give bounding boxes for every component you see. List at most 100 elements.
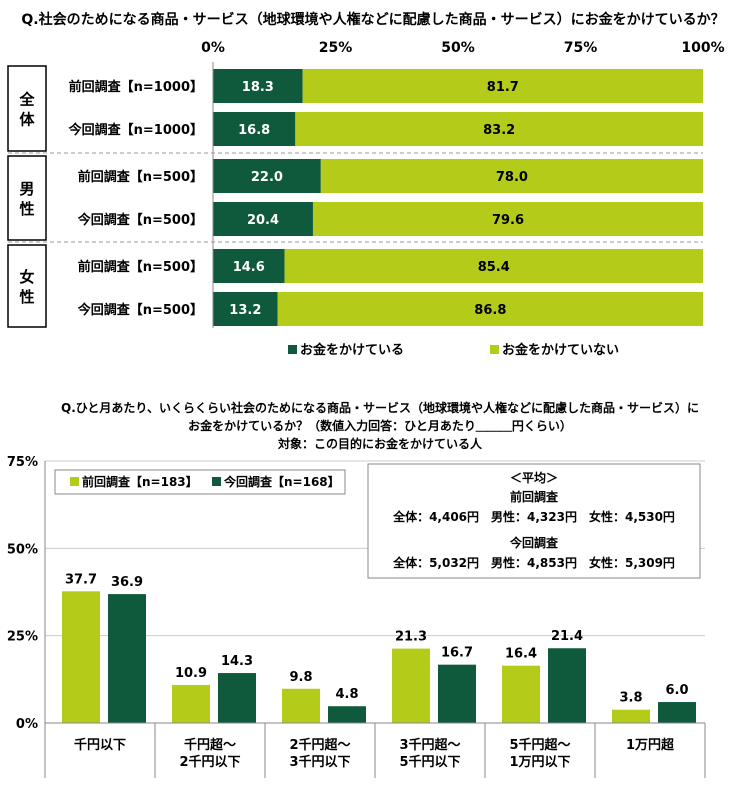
legend-box xyxy=(54,469,346,495)
x-tick-label: 0% xyxy=(201,40,225,56)
row-label: 今回調査【n=500】 xyxy=(77,302,203,318)
group-label: 男 xyxy=(19,180,34,198)
data-label: 83.2 xyxy=(483,123,515,138)
data-label: 3.8 xyxy=(619,691,642,706)
bar-segment xyxy=(320,159,703,193)
legend-swatch xyxy=(70,477,79,486)
x-tick-label: 千円超～ xyxy=(184,737,236,753)
bar xyxy=(282,688,320,723)
legend-label: 前回調査【n=183】 xyxy=(82,474,198,489)
data-label: 37.7 xyxy=(65,572,97,587)
svg-text:お金をかけているか？（数値入力回答：ひと月あたり＿＿＿円くら: お金をかけているか？（数値入力回答：ひと月あたり＿＿＿円くらい） xyxy=(188,418,572,433)
y-tick-label: 50% xyxy=(7,542,38,557)
bar-segment xyxy=(277,292,703,326)
bar-segment xyxy=(295,112,703,146)
bar xyxy=(438,664,476,723)
group-label: 性 xyxy=(19,200,34,218)
bar xyxy=(548,648,586,723)
row-label: 今回調査【n=1000】 xyxy=(68,122,203,138)
data-label: 21.3 xyxy=(395,630,427,645)
bar xyxy=(328,706,366,723)
x-tick-label: 25% xyxy=(319,40,353,56)
row-label: 前回調査【n=500】 xyxy=(78,259,203,275)
data-label: 14.6 xyxy=(233,260,265,275)
svg-text:今回調査: 今回調査 xyxy=(509,535,559,550)
data-label: 22.0 xyxy=(251,170,283,185)
data-label: 14.3 xyxy=(221,654,253,669)
bar-segment xyxy=(213,249,285,283)
x-tick-label: 2千円超～ xyxy=(289,737,350,753)
y-tick-label: 0% xyxy=(16,717,38,732)
bar xyxy=(218,673,256,723)
data-label: 16.8 xyxy=(238,123,270,138)
data-label: 36.9 xyxy=(111,575,143,590)
x-tick-label: 100% xyxy=(681,40,724,56)
data-label: 21.4 xyxy=(551,629,583,644)
legend-swatch xyxy=(288,345,297,354)
bar xyxy=(108,594,146,723)
data-label: 81.7 xyxy=(487,80,519,95)
row-label: 前回調査【n=500】 xyxy=(78,169,203,185)
svg-text:Q.ひと月あたり、いくらくらい社会のためになる商品・サービス: Q.ひと月あたり、いくらくらい社会のためになる商品・サービス（地球環境や人権など… xyxy=(61,400,699,415)
x-tick-label: 50% xyxy=(441,40,475,56)
chart2-title: Q.ひと月あたり、いくらくらい社会のためになる商品・サービス（地球環境や人権など… xyxy=(61,400,699,451)
average-box: ＜平均＞ 前回調査 全体：4,406円 男性：4,323円 女性：4,530円 … xyxy=(367,463,701,579)
x-tick-label: 5千円超～ xyxy=(509,737,570,753)
data-label: 20.4 xyxy=(247,213,279,228)
bar-segment xyxy=(213,202,313,236)
svg-text:前回調査: 前回調査 xyxy=(510,489,559,504)
x-tick-label: 1万円以下 xyxy=(509,755,570,770)
data-label: 85.4 xyxy=(478,260,510,275)
bar-segment xyxy=(302,69,703,103)
legend-swatch xyxy=(490,345,499,354)
data-label: 10.9 xyxy=(175,666,207,681)
bar-segment xyxy=(284,249,703,283)
group-label: 体 xyxy=(19,111,35,129)
x-tick-label: 1万円超 xyxy=(626,737,675,753)
bar-segment xyxy=(213,69,303,103)
svg-text:全体：4,406円 男性：4,323円 女性：4,530円: 全体：4,406円 男性：4,323円 女性：4,530円 xyxy=(392,509,675,524)
bar-segment xyxy=(312,202,703,236)
x-tick-label: 3千円超～ xyxy=(399,737,460,753)
legend-label: 今回調査【n=168】 xyxy=(223,474,340,489)
group-box xyxy=(7,65,47,152)
y-tick-label: 25% xyxy=(7,630,38,645)
data-label: 9.8 xyxy=(289,670,312,685)
data-label: 79.6 xyxy=(492,213,524,228)
y-tick-label: 75% xyxy=(7,455,38,470)
data-label: 16.4 xyxy=(505,647,537,662)
bar-segment xyxy=(213,292,278,326)
svg-text:＜平均＞: ＜平均＞ xyxy=(510,470,558,485)
bar xyxy=(658,702,696,723)
data-label: 86.8 xyxy=(474,303,506,318)
group-box xyxy=(7,244,47,328)
x-tick-label: 2千円以下 xyxy=(179,754,240,770)
row-label: 今回調査【n=500】 xyxy=(77,212,203,228)
x-tick-label: 5千円以下 xyxy=(399,754,460,770)
group-box xyxy=(7,155,47,241)
data-label: 6.0 xyxy=(665,683,688,698)
legend-swatch xyxy=(212,477,221,486)
group-label: 女 xyxy=(19,268,34,286)
group-label: 全 xyxy=(18,91,35,109)
bar xyxy=(612,709,650,723)
data-label: 16.7 xyxy=(441,646,473,661)
group-label: 性 xyxy=(19,288,34,306)
bar xyxy=(62,591,100,723)
bar xyxy=(502,665,540,723)
legend-label: お金をかけている xyxy=(300,342,404,358)
data-label: 13.2 xyxy=(229,303,261,318)
bar-segment xyxy=(213,112,296,146)
data-label: 4.8 xyxy=(335,687,358,702)
data-label: 18.3 xyxy=(242,80,274,95)
bar-segment xyxy=(213,159,321,193)
data-label: 78.0 xyxy=(496,170,528,185)
svg-text:対象：この目的にお金をかけている人: 対象：この目的にお金をかけている人 xyxy=(277,436,483,451)
svg-text:全体：5,032円 男性：4,853円 女性：5,309円: 全体：5,032円 男性：4,853円 女性：5,309円 xyxy=(392,555,675,570)
legend-label: お金をかけていない xyxy=(502,342,619,358)
row-label: 前回調査【n=1000】 xyxy=(69,79,203,95)
chart1-title: Q.社会のためになる商品・サービス（地球環境や人権などに配慮した商品・サービス）… xyxy=(21,11,724,28)
x-tick-label: 3千円以下 xyxy=(289,754,350,770)
